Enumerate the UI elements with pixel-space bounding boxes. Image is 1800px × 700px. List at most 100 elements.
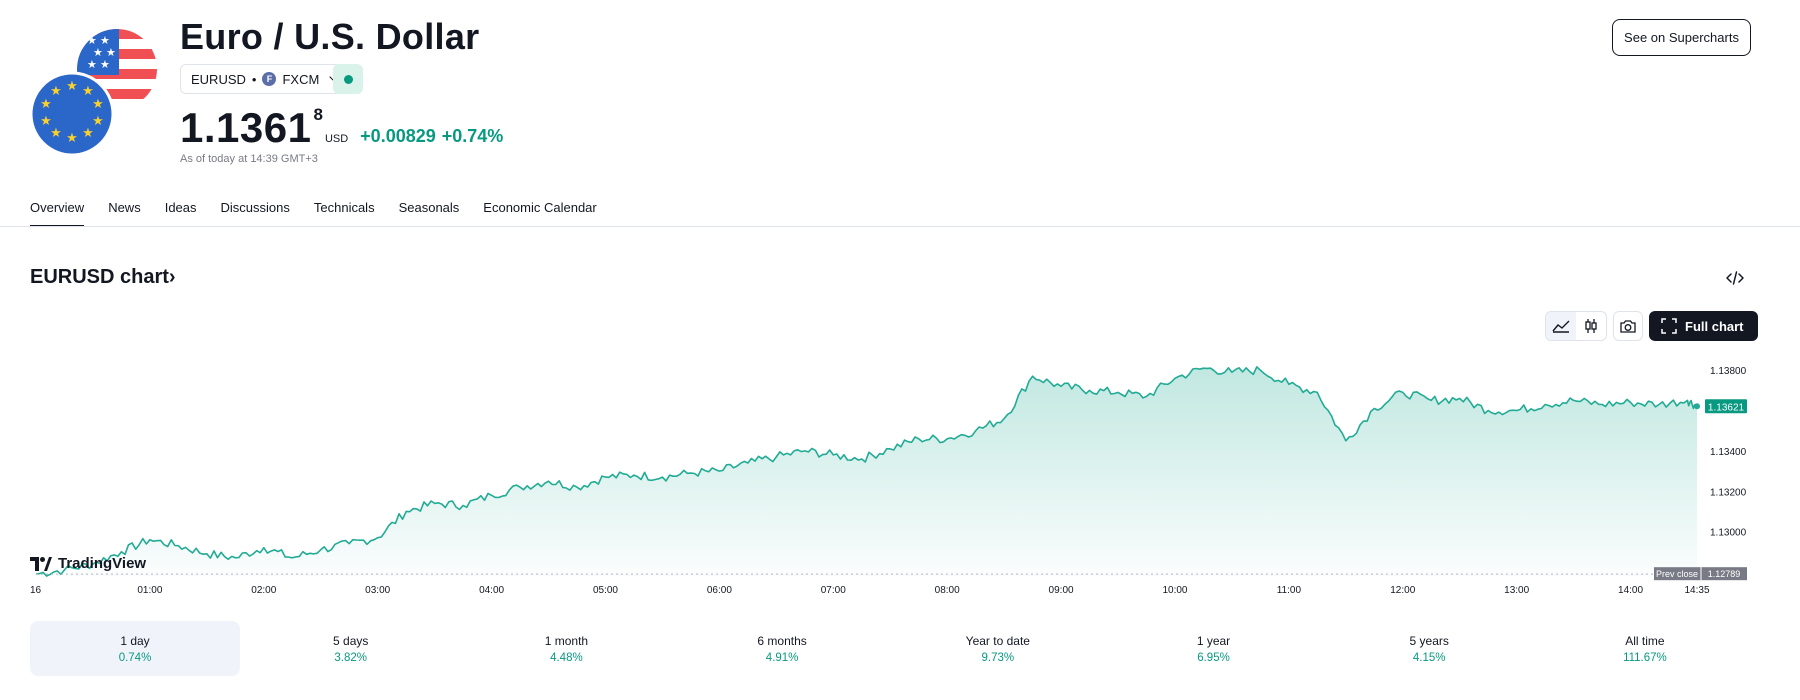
x-tick-label: 13:00 xyxy=(1504,585,1529,596)
x-tick-label: 14:00 xyxy=(1618,585,1643,596)
price-main: 1.1361 xyxy=(180,104,312,151)
area-chart-style-button[interactable] xyxy=(1546,312,1576,340)
svg-text:★: ★ xyxy=(82,84,94,99)
period-label: 1 year xyxy=(1196,633,1231,648)
svg-text:★: ★ xyxy=(40,114,52,129)
tab-technicals[interactable]: Technicals xyxy=(313,200,375,215)
period-5-years[interactable]: 5 years 4.15% xyxy=(1324,621,1534,676)
price-chart[interactable]: 1.13800 1.13400 1.13200 1.13000 1.13621 Prev … xyxy=(0,350,1800,600)
snapshot-button[interactable] xyxy=(1613,311,1643,341)
market-open-dot-icon xyxy=(343,74,353,84)
period-label: 1 day xyxy=(120,633,150,648)
svg-text:★: ★ xyxy=(100,34,110,47)
x-tick-label: 05:00 xyxy=(593,585,618,596)
tradingview-logo: TradingView xyxy=(30,555,146,572)
tab-economic-calendar[interactable]: Economic Calendar xyxy=(483,200,597,215)
svg-text:★: ★ xyxy=(92,114,104,129)
price-currency: USD xyxy=(324,133,349,145)
period-label: 5 days xyxy=(333,633,369,648)
x-tick-label: 16 xyxy=(30,585,42,596)
svg-text:★: ★ xyxy=(100,58,110,71)
svg-text:★: ★ xyxy=(40,97,52,112)
broker-label: FXCM xyxy=(282,71,320,87)
see-on-supercharts-button[interactable]: See on Supercharts xyxy=(1612,19,1751,56)
candles-chart-style-button[interactable] xyxy=(1576,312,1606,340)
price-change-percent: +0.74% xyxy=(441,126,504,146)
camera-icon xyxy=(1620,319,1636,333)
page-title: Euro / U.S. Dollar xyxy=(180,16,480,57)
price-row: 1.1361 8 USD +0.00829 +0.74% xyxy=(180,104,503,152)
svg-text:★: ★ xyxy=(66,131,78,146)
full-chart-button[interactable]: Full chart xyxy=(1649,311,1758,341)
area-chart-icon xyxy=(1552,320,1570,333)
svg-text:★: ★ xyxy=(50,126,62,141)
x-tick-label: 11:00 xyxy=(1277,585,1302,596)
price-area-fill xyxy=(36,366,1697,576)
symbol-selector[interactable]: EURUSD • F FXCM xyxy=(180,64,353,94)
last-price-dot xyxy=(1694,403,1700,410)
section-tabs: Overview News Ideas Discussions Technica… xyxy=(30,200,597,227)
period-change: 4.48% xyxy=(550,651,583,664)
x-tick-label: 14:35 xyxy=(1684,585,1709,596)
period-label: 6 months xyxy=(757,633,807,648)
y-tick-label: 1.13200 xyxy=(1710,487,1747,498)
chart-section-title[interactable]: EURUSD chart› xyxy=(30,266,176,289)
period-change: 6.95% xyxy=(1197,651,1230,664)
period-1-day[interactable]: 1 day 0.74% xyxy=(30,621,240,676)
period-1-year[interactable]: 1 year 6.95% xyxy=(1109,621,1319,676)
svg-text:★: ★ xyxy=(93,46,103,59)
x-tick-label: 09:00 xyxy=(1049,585,1074,596)
period-change: 0.74% xyxy=(118,651,152,664)
tab-news[interactable]: News xyxy=(108,200,141,215)
broker-icon: F xyxy=(262,72,277,86)
chart-title-text: EURUSD chart xyxy=(30,266,169,288)
y-tick-label: 1.13800 xyxy=(1710,366,1747,377)
svg-text:★: ★ xyxy=(87,34,97,47)
tradingview-logo-text: TradingView xyxy=(58,555,147,572)
svg-text:★: ★ xyxy=(82,126,94,141)
candles-icon xyxy=(1585,319,1597,333)
chart-style-group xyxy=(1545,311,1607,341)
tab-discussions[interactable]: Discussions xyxy=(220,200,290,215)
prev-close-text: Prev close xyxy=(1656,569,1698,579)
price-change: +0.00829 xyxy=(360,126,436,146)
tradingview-logo-icon xyxy=(30,556,52,571)
x-tick-label: 04:00 xyxy=(479,585,504,596)
period-change: 111.67% xyxy=(1623,651,1667,664)
period-year-to-date[interactable]: Year to date 9.73% xyxy=(893,621,1103,676)
x-tick-label: 03:00 xyxy=(365,585,390,596)
x-tick-label: 06:00 xyxy=(707,585,732,596)
x-tick-label: 08:00 xyxy=(935,585,960,596)
embed-code-icon[interactable] xyxy=(1725,268,1745,288)
symbol-label: EURUSD xyxy=(191,71,246,87)
separator-dot: • xyxy=(251,71,257,87)
x-tick-label: 12:00 xyxy=(1390,585,1415,596)
x-tick-label: 02:00 xyxy=(251,585,276,596)
as-of-timestamp: As of today at 14:39 GMT+3 xyxy=(180,153,318,165)
chevron-right-icon: › xyxy=(168,266,176,288)
last-price-label: 1.13621 xyxy=(1708,402,1745,413)
performance-periods: 1 day 0.74% 5 days 3.82% 1 month 4.48% 6 mo… xyxy=(30,621,1750,676)
period-1-month[interactable]: 1 month 4.48% xyxy=(461,621,671,676)
svg-text:★: ★ xyxy=(66,79,78,94)
tab-seasonals[interactable]: Seasonals xyxy=(398,200,460,215)
chart-toolbar: Full chart xyxy=(1545,311,1758,341)
last-price-badge xyxy=(1705,399,1747,414)
period-label: 1 month xyxy=(544,633,589,648)
price-line xyxy=(35,366,1698,577)
market-status-badge[interactable] xyxy=(333,64,363,94)
period-6-months[interactable]: 6 months 4.91% xyxy=(677,621,887,676)
tab-overview[interactable]: Overview xyxy=(30,200,85,227)
period-change: 4.15% xyxy=(1412,651,1446,664)
tabs-divider xyxy=(0,226,1800,227)
svg-text:★: ★ xyxy=(50,84,62,99)
y-tick-label: 1.13000 xyxy=(1710,528,1747,539)
period-all-time[interactable]: All time 111.67% xyxy=(1540,621,1750,676)
period-change: 4.91% xyxy=(765,651,799,664)
period-5-days[interactable]: 5 days 3.82% xyxy=(246,621,456,676)
tab-ideas[interactable]: Ideas xyxy=(164,200,197,215)
svg-text:★: ★ xyxy=(87,58,97,71)
x-tick-label: 10:00 xyxy=(1162,585,1187,596)
full-chart-label: Full chart xyxy=(1685,318,1744,334)
x-tick-label: 01:00 xyxy=(137,585,162,596)
